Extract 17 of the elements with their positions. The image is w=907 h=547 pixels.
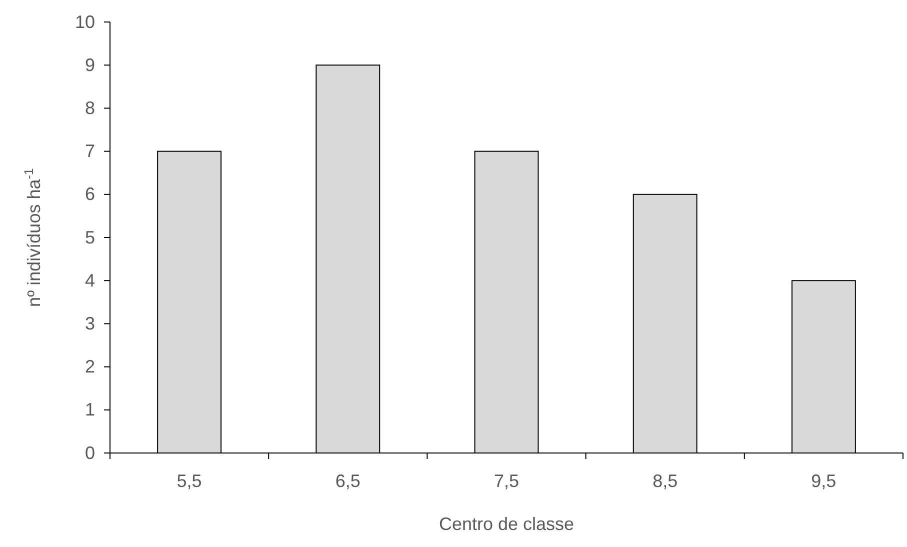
x-tick-label: 9,5	[811, 471, 836, 491]
y-tick-label: 4	[84, 270, 95, 290]
x-tick-label: 5,5	[176, 471, 202, 491]
y-tick-label: 5	[84, 227, 95, 248]
x-tick-label: 8,5	[652, 471, 678, 491]
x-axis-title: Centro de classe	[438, 514, 574, 534]
y-tick-label: 10	[74, 12, 95, 32]
x-tick-label: 6,5	[335, 471, 360, 491]
y-tick-label: 2	[84, 356, 95, 377]
y-tick-label: 3	[84, 313, 95, 334]
y-tick-label: 9	[84, 54, 95, 75]
x-tick-label: 7,5	[494, 471, 520, 491]
y-tick-label: 6	[84, 184, 95, 204]
y-tick-label: 8	[84, 98, 95, 118]
y-tick-label: 1	[84, 400, 95, 420]
y-tick-label: 0	[84, 442, 95, 463]
y-tick-label: 7	[84, 141, 95, 162]
